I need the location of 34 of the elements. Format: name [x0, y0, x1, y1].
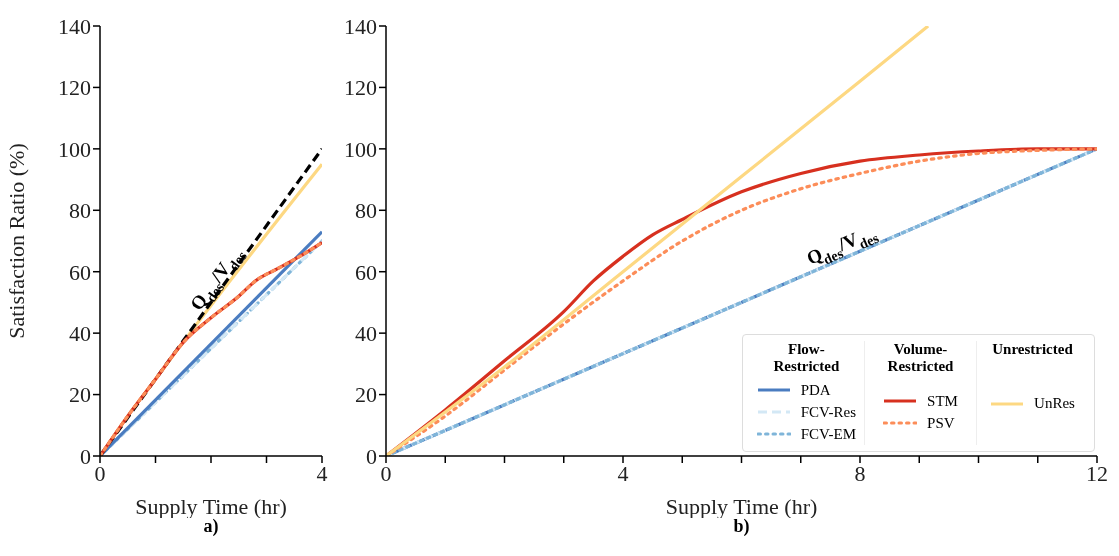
- y-tick-label: 100: [58, 136, 91, 162]
- text: a): [202, 516, 220, 537]
- x-tick-label: 4: [316, 460, 328, 486]
- x-tick-label: 4: [617, 460, 629, 486]
- y-tick-label: 0: [80, 443, 91, 469]
- y-tick-label: 40: [355, 320, 377, 346]
- x-tick-label: 8: [854, 460, 866, 486]
- legend-label: UnRes: [1034, 395, 1075, 412]
- y-axis-title: Satisfaction Ratio (%): [3, 143, 29, 339]
- y-tick-label: 100: [344, 136, 377, 162]
- legend-label: STM: [927, 392, 958, 410]
- y-tick-label: 120: [58, 75, 91, 101]
- legend-label: PSV: [927, 414, 955, 432]
- annotation: Volume-Restricted: [886, 341, 955, 375]
- y-tick-label: 120: [344, 75, 377, 101]
- legend-label: FCV-EM: [800, 425, 856, 443]
- y-tick-label: 80: [355, 198, 377, 224]
- legend-label: PDA: [800, 381, 831, 399]
- y-tick-label: 60: [69, 259, 91, 285]
- y-tick-label: 80: [69, 198, 91, 224]
- x-axis-title: Supply Time (hr): [665, 494, 818, 519]
- y-tick-label: 20: [355, 382, 377, 408]
- annotation: Flow-Restricted: [772, 341, 841, 375]
- y-tick-label: 40: [69, 320, 91, 346]
- y-tick-label: 0: [366, 443, 377, 469]
- x-tick-label: 12: [1086, 460, 1108, 486]
- legend-label: FCV-Res: [800, 403, 856, 421]
- annotation: Unrestricted: [991, 341, 1074, 358]
- y-tick-label: 140: [344, 13, 377, 39]
- y-tick-label: 140: [58, 13, 91, 39]
- text: b): [732, 516, 751, 537]
- x-axis-title: Supply Time (hr): [135, 494, 287, 519]
- y-tick-label: 60: [355, 259, 377, 285]
- y-tick-label: 20: [69, 382, 91, 408]
